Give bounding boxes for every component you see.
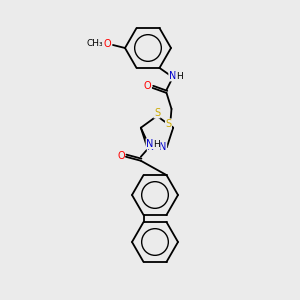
Text: S: S <box>165 119 172 129</box>
Text: O: O <box>103 39 111 49</box>
Text: N: N <box>147 142 155 152</box>
Text: S: S <box>154 108 160 118</box>
Text: H: H <box>154 140 160 149</box>
Text: H: H <box>176 72 183 81</box>
Text: N: N <box>146 139 154 149</box>
Text: N: N <box>169 71 176 81</box>
Text: O: O <box>117 151 124 161</box>
Text: N: N <box>159 142 167 152</box>
Text: CH₃: CH₃ <box>87 40 103 49</box>
Text: O: O <box>144 81 151 91</box>
